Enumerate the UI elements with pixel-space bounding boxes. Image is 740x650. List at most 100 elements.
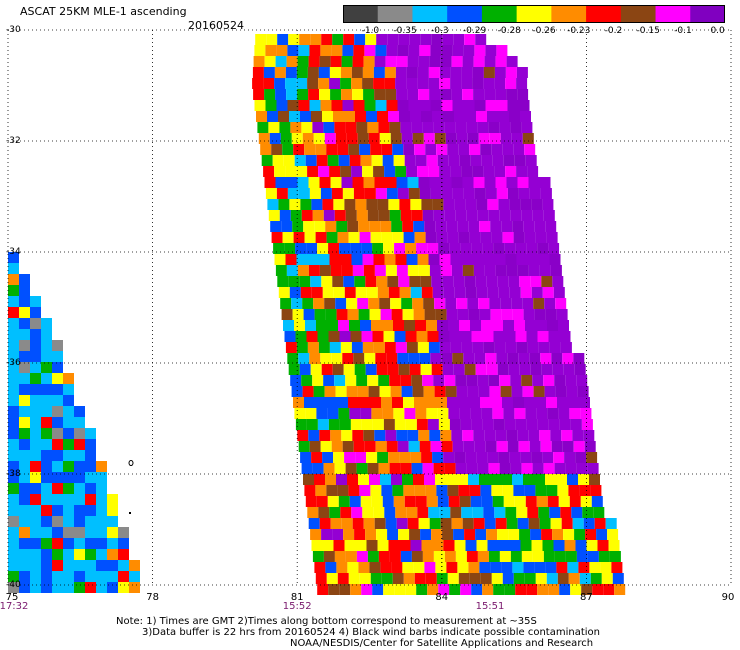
swath-cell bbox=[502, 573, 514, 584]
swath-cell bbox=[433, 463, 445, 474]
swath-cell bbox=[442, 276, 454, 287]
swath-cell bbox=[63, 571, 74, 582]
swath-cell bbox=[264, 56, 276, 67]
colorbar-segment bbox=[447, 5, 483, 23]
swath-cell bbox=[443, 111, 454, 122]
latitude-label: -38 bbox=[6, 469, 21, 479]
swath-cell bbox=[509, 540, 521, 551]
swath-cell bbox=[498, 540, 510, 551]
swath-cell bbox=[400, 375, 412, 386]
swath-cell bbox=[107, 560, 118, 571]
swath-cell bbox=[323, 463, 335, 474]
swath-cell bbox=[461, 254, 473, 265]
swath-cell bbox=[385, 89, 397, 100]
swath-cell bbox=[30, 307, 41, 318]
swath-cell bbox=[491, 232, 503, 243]
swath-cell bbox=[513, 144, 525, 155]
swath-cell bbox=[338, 496, 350, 507]
swath-cell bbox=[355, 111, 366, 122]
swath-cell bbox=[449, 584, 461, 595]
swath-cell bbox=[252, 78, 264, 89]
swath-cell bbox=[324, 298, 336, 309]
swath-cell bbox=[593, 507, 605, 518]
swath-cell bbox=[549, 254, 561, 265]
swath-cell bbox=[358, 221, 370, 232]
swath-cell bbox=[290, 375, 302, 386]
swath-cell bbox=[378, 210, 390, 221]
swath-cell bbox=[494, 342, 506, 353]
swath-cell bbox=[320, 353, 332, 364]
swath-cell bbox=[536, 496, 548, 507]
swath-cell bbox=[499, 551, 511, 562]
swath-cell bbox=[558, 408, 570, 419]
swath-cell bbox=[345, 551, 357, 562]
swath-cell bbox=[381, 573, 393, 584]
swath-cell bbox=[63, 483, 74, 494]
swath-cell bbox=[504, 584, 516, 595]
swath-cell bbox=[418, 518, 430, 529]
swath-cell bbox=[451, 177, 463, 188]
swath-cell bbox=[435, 221, 447, 232]
swath-cell bbox=[531, 199, 543, 210]
swath-cell bbox=[353, 353, 365, 364]
swath-cell bbox=[528, 518, 540, 529]
swath-cell bbox=[514, 155, 526, 166]
swath-cell bbox=[576, 551, 588, 562]
swath-cell bbox=[118, 549, 129, 560]
swath-cell bbox=[420, 276, 432, 287]
swath-cell bbox=[417, 254, 429, 265]
swath-cell bbox=[129, 560, 140, 571]
swath-cell bbox=[275, 177, 287, 188]
swath-cell bbox=[309, 45, 321, 56]
swath-cell bbox=[444, 210, 456, 221]
swath-cell bbox=[85, 461, 96, 472]
swath-cell bbox=[573, 441, 585, 452]
swath-cell bbox=[608, 540, 620, 551]
swath-cell bbox=[607, 529, 619, 540]
swath-cell bbox=[359, 397, 370, 408]
swath-cell bbox=[312, 375, 324, 386]
swath-cell bbox=[404, 320, 415, 331]
swath-cell bbox=[74, 582, 85, 593]
swath-cell bbox=[451, 518, 463, 529]
swath-cell bbox=[430, 441, 442, 452]
swath-cell bbox=[339, 584, 351, 595]
swath-cell bbox=[275, 265, 287, 276]
swath-cell bbox=[397, 353, 409, 364]
swath-cell bbox=[497, 276, 509, 287]
swath-cell bbox=[468, 562, 480, 573]
swath-cell bbox=[96, 549, 107, 560]
swath-cell bbox=[293, 232, 305, 243]
swath-cell bbox=[290, 210, 302, 221]
swath-cell bbox=[525, 496, 537, 507]
swath-cell bbox=[390, 386, 402, 397]
swath-cell bbox=[441, 441, 453, 452]
swath-cell bbox=[393, 408, 405, 419]
swath-cell bbox=[586, 540, 598, 551]
swath-cell bbox=[446, 221, 458, 232]
swath-cell bbox=[384, 166, 396, 177]
swath-cell bbox=[446, 562, 458, 573]
swath-cell bbox=[395, 507, 407, 518]
swath-cell bbox=[530, 364, 542, 375]
swath-cell bbox=[477, 463, 489, 474]
swath-cell bbox=[521, 463, 533, 474]
swath-cell bbox=[510, 210, 522, 221]
swath-cell bbox=[63, 384, 74, 395]
colorbar-segment bbox=[377, 5, 413, 23]
swath-cell bbox=[502, 397, 513, 408]
swath-cell bbox=[472, 254, 484, 265]
swath-cell bbox=[501, 474, 512, 485]
swath-cell bbox=[343, 34, 355, 45]
swath-cell bbox=[334, 551, 346, 562]
swath-cell bbox=[358, 474, 369, 485]
swath-cell bbox=[386, 100, 398, 111]
swath-cell bbox=[512, 221, 524, 232]
swath-cell bbox=[518, 441, 530, 452]
swath-cell bbox=[373, 254, 385, 265]
swath-cell bbox=[344, 287, 356, 298]
swath-cell bbox=[8, 516, 19, 527]
longitude-label: 78 bbox=[146, 592, 159, 603]
swath-cell bbox=[283, 155, 295, 166]
swath-cell bbox=[372, 419, 384, 430]
